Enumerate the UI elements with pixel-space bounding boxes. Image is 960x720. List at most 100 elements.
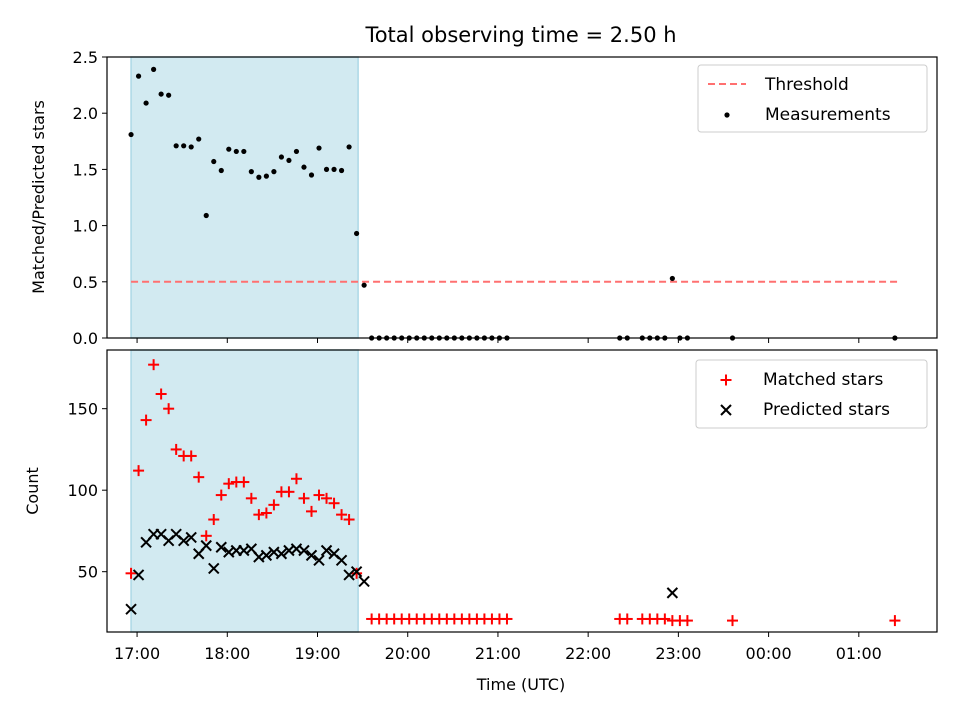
ratio-y-axis: 0.0 0.5 1.0 1.5 2.0 2.5 — [73, 48, 107, 348]
measurement-point — [263, 173, 269, 179]
predicted-star-point — [320, 544, 333, 557]
measurement-point — [173, 143, 179, 149]
ratio-y-axis-label: Matched/Predicted stars — [29, 100, 48, 294]
measurement-point — [143, 100, 149, 106]
matched-star-point — [170, 443, 182, 455]
predicted-star-point — [343, 569, 355, 581]
predicted-star-point — [666, 587, 679, 599]
matched-star-point — [193, 471, 205, 483]
predicted-star-point — [215, 541, 227, 553]
predicted-star-point — [177, 535, 190, 547]
measurement-point — [278, 154, 285, 160]
observing-window-shade-count — [130, 349, 359, 633]
ratio-x-ticks — [136, 338, 860, 343]
matched-star-point — [727, 615, 739, 627]
count-points — [125, 359, 901, 627]
observing-window-shade — [130, 56, 359, 339]
measurement-point — [316, 145, 322, 151]
ratio-y-tick-label: 0.0 — [73, 329, 98, 348]
count-x-tick-label: 18:00 — [204, 644, 250, 663]
measurement-point — [361, 282, 367, 288]
predicted-star-point — [298, 544, 310, 557]
legend-measurements-label: Measurements — [765, 105, 891, 125]
measurement-point — [669, 275, 675, 282]
measurement-point — [196, 136, 202, 142]
matched-star-point — [336, 509, 348, 521]
matched-star-point — [253, 509, 265, 521]
ratio-legend-box — [697, 64, 928, 133]
predicted-star-point — [208, 562, 220, 575]
legend-predicted-marker — [720, 404, 732, 416]
matched-star-point — [238, 476, 250, 488]
matched-star-point — [343, 514, 355, 526]
matched-star-point — [140, 414, 152, 426]
legend-matched-swatch — [720, 374, 732, 386]
measurement-point — [301, 164, 307, 170]
count-panel: 50 100 150 17:00 18:00 19:00 20:00 21:00 22:00 2… — [23, 349, 938, 694]
measurement-point — [211, 158, 217, 165]
count-x-tick-label: 22:00 — [565, 644, 611, 663]
measurement-point — [331, 166, 337, 172]
matched-star-point — [305, 505, 317, 517]
matched-star-point — [290, 473, 302, 485]
ratio-y-tick-label: 2.5 — [73, 48, 98, 67]
count-y-tick-label: 100 — [67, 481, 98, 500]
count-x-tick-label: 01:00 — [836, 644, 882, 663]
matched-star-point — [223, 478, 235, 490]
measurement-point — [203, 212, 209, 219]
ratio-panel-frame — [106, 56, 938, 339]
predicted-star-point — [200, 539, 212, 552]
measurement-point — [158, 91, 164, 97]
predicted-star-point — [185, 531, 197, 544]
count-x-tick-label: 23:00 — [655, 644, 701, 663]
matched-star-point — [313, 489, 325, 501]
matched-star-point — [321, 492, 333, 504]
legend-threshold-label: Threshold — [764, 75, 849, 95]
measurement-point — [135, 73, 142, 79]
measurement-point — [248, 169, 254, 175]
count-legend-box — [695, 359, 928, 429]
chart-title: Total observing time = 2.50 h — [364, 23, 676, 47]
measurement-point — [226, 146, 232, 152]
matched-star-point — [328, 497, 340, 509]
legend-matched-label: Matched stars — [763, 370, 883, 390]
predicted-star-point — [275, 548, 288, 560]
count-x-axis: 17:00 18:00 19:00 20:00 21:00 22:00 23:00 00:00… — [114, 632, 882, 663]
ratio-y-tick-label: 0.5 — [73, 273, 98, 292]
matched-star-point — [185, 450, 197, 462]
count-x-tick-label: 19:00 — [294, 644, 340, 663]
matched-star-point — [200, 530, 212, 542]
predicted-star-point — [350, 565, 363, 578]
ratio-y-tick-label: 2.0 — [73, 104, 98, 123]
measurement-point — [218, 167, 224, 174]
predicted-star-point — [260, 549, 273, 562]
count-y-tick-label: 150 — [67, 400, 98, 419]
predicted-star-point — [313, 554, 325, 566]
count-y-tick-label: 50 — [78, 563, 98, 582]
count-x-tick-label: 00:00 — [746, 644, 792, 663]
measurement-point — [181, 143, 187, 149]
measurement-point — [346, 144, 352, 150]
shade-rect-ratio — [130, 56, 359, 339]
matched-star-point — [283, 486, 295, 498]
legend-predicted-swatch — [720, 404, 732, 416]
measurement-point — [166, 92, 172, 98]
predicted-star-point — [132, 569, 145, 581]
measurement-point — [354, 230, 360, 237]
measurement-point — [256, 174, 262, 180]
matched-star-point — [889, 615, 901, 627]
measurement-point — [188, 144, 194, 150]
legend-predicted-label: Predicted stars — [763, 400, 890, 420]
x-axis-label: Time (UTC) — [476, 675, 565, 694]
measurement-point — [128, 131, 134, 138]
ratio-y-tick-label: 1.0 — [73, 217, 98, 236]
measurement-point — [241, 148, 247, 155]
matched-star-point — [501, 613, 513, 625]
matched-star-point — [133, 465, 145, 477]
measurement-point — [338, 167, 345, 174]
ratio-y-tick-label: 1.5 — [73, 160, 98, 179]
count-legend: Matched stars Predicted stars — [695, 359, 928, 429]
matched-star-point — [659, 613, 671, 625]
count-x-tick-label: 17:00 — [114, 644, 160, 663]
predicted-star-point — [125, 603, 137, 615]
